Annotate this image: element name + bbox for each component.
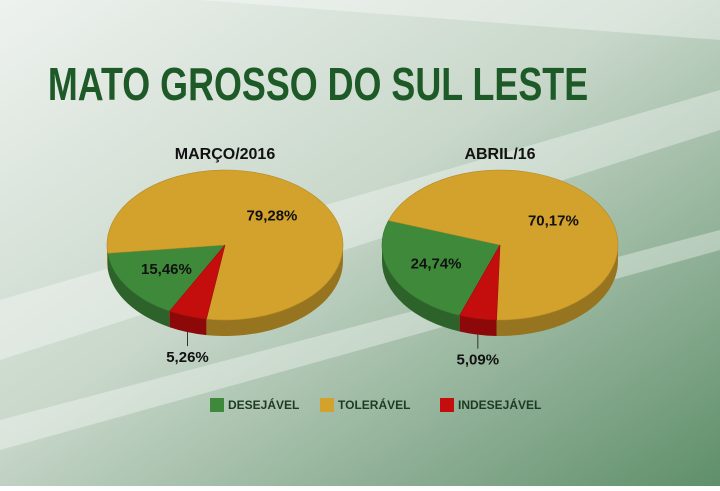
data-label: 70,17%: [528, 213, 579, 230]
pie-title: MARÇO/2016: [175, 146, 276, 163]
data-label: 5,26%: [166, 349, 209, 366]
pie-slice-side: [459, 315, 497, 336]
data-label: 15,46%: [141, 261, 192, 278]
data-label: 5,09%: [457, 352, 500, 369]
pie-slice-side: [107, 253, 170, 328]
pie-slice-side: [496, 245, 618, 337]
pie-slice: [459, 244, 501, 321]
pie-title: ABRIL/16: [464, 146, 535, 163]
pie-slice-side: [206, 245, 343, 336]
legend-swatch: [210, 398, 224, 412]
legend-swatch: [320, 398, 334, 412]
pie-slice: [107, 244, 226, 312]
legend-label: TOLERÁVEL: [338, 397, 410, 412]
main-title: MATO GROSSO DO SUL LESTE: [48, 59, 588, 110]
pie-slice-side: [169, 311, 207, 336]
legend-swatch: [440, 398, 454, 412]
data-label: 79,28%: [247, 208, 298, 225]
pie-slice: [388, 169, 619, 321]
pie-slice: [381, 220, 501, 316]
legend-label: DESEJÁVEL: [228, 397, 299, 412]
legend-label: INDESEJÁVEL: [458, 397, 541, 412]
pie-slice: [169, 244, 226, 320]
data-label: 24,74%: [411, 255, 462, 272]
